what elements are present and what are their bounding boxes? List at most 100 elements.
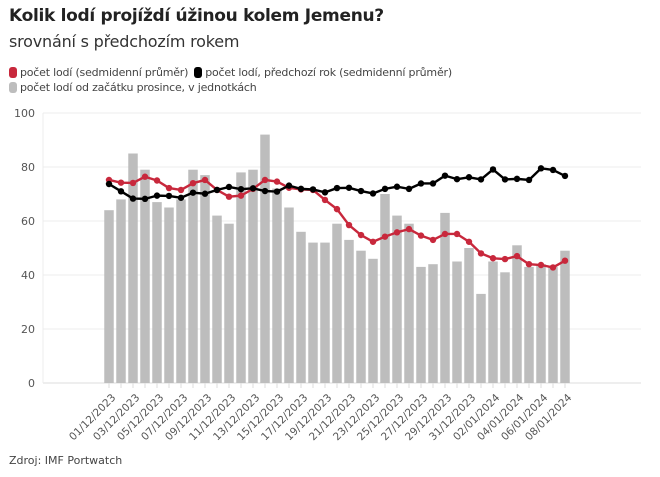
bar	[368, 258, 378, 383]
data-point	[477, 250, 485, 257]
data-point	[549, 264, 557, 271]
legend-item-current[interactable]: počet lodí (sedmidenní průměr)	[9, 66, 188, 79]
bar	[152, 202, 162, 383]
data-point	[525, 176, 533, 184]
data-point	[129, 179, 137, 187]
data-point	[261, 187, 269, 195]
data-point	[225, 183, 233, 191]
chart-title: Kolik lodí projíždí úžinou kolem Jemenu?	[9, 6, 384, 26]
data-point	[153, 177, 161, 184]
bar	[332, 223, 342, 383]
bar	[236, 172, 246, 383]
data-point	[513, 175, 521, 183]
bar	[116, 199, 126, 383]
data-point	[537, 261, 545, 269]
data-point	[357, 231, 365, 239]
data-point	[369, 190, 377, 197]
bar	[284, 207, 294, 383]
data-point	[201, 190, 209, 197]
data-point	[441, 230, 449, 238]
data-point	[489, 255, 497, 262]
y-tick-label: 100	[14, 107, 35, 120]
legend-label: počet lodí (sedmidenní průměr)	[20, 66, 189, 79]
line-series-group	[105, 173, 569, 271]
data-point	[561, 172, 569, 180]
y-tick-label: 0	[28, 377, 35, 390]
data-point	[201, 176, 209, 184]
data-point	[465, 238, 473, 245]
data-point	[297, 185, 305, 193]
legend-row-2: počet lodí od začátku prosince, v jednot…	[9, 81, 263, 94]
data-point	[381, 185, 389, 193]
data-point	[237, 192, 245, 199]
data-point	[513, 252, 521, 260]
x-axis: 01/12/202303/12/202305/12/202307/12/2023…	[67, 383, 575, 443]
bar	[344, 239, 354, 383]
data-point	[213, 186, 221, 194]
data-point	[477, 176, 485, 183]
data-point	[405, 185, 413, 193]
y-axis: 0 20 40 60 80 100	[14, 107, 44, 390]
source-note: Zdroj: IMF Portwatch	[9, 454, 123, 467]
bar	[188, 169, 198, 383]
data-point	[285, 182, 293, 189]
data-point	[261, 176, 269, 184]
bar	[224, 223, 234, 383]
bar	[488, 261, 498, 383]
data-point	[417, 232, 425, 239]
data-point	[501, 176, 509, 183]
data-point	[489, 166, 497, 173]
bar	[500, 272, 510, 383]
y-tick-label: 60	[21, 215, 35, 228]
data-point	[273, 178, 281, 185]
legend-item-bars[interactable]: počet lodí od začátku prosince, v jednot…	[9, 81, 257, 94]
data-point	[165, 192, 173, 200]
data-point	[153, 192, 161, 199]
data-point	[117, 179, 125, 186]
bar	[392, 215, 402, 383]
data-point	[537, 165, 545, 172]
bar	[212, 215, 222, 383]
bar	[548, 266, 558, 383]
data-point	[321, 196, 329, 204]
bar	[308, 242, 318, 383]
bar	[164, 207, 174, 383]
chart-subtitle: srovnání s předchozím rokem	[9, 32, 240, 51]
data-point	[369, 238, 377, 245]
data-point	[129, 195, 137, 202]
bar	[128, 153, 138, 383]
legend-swatch-red	[9, 67, 17, 78]
data-point	[345, 221, 353, 229]
data-point	[393, 229, 401, 236]
data-point	[309, 186, 317, 193]
data-point	[549, 166, 557, 174]
legend: počet lodí (sedmidenní průměr) počet lod…	[9, 66, 458, 79]
data-point	[333, 184, 341, 192]
data-point	[393, 183, 401, 190]
legend-item-previous-year[interactable]: počet lodí, předchozí rok (sedmidenní pr…	[194, 66, 452, 79]
data-point	[105, 180, 113, 188]
data-point	[333, 205, 341, 213]
series-line	[108, 167, 566, 201]
data-point	[189, 189, 197, 196]
bar	[356, 250, 366, 383]
data-point	[189, 180, 197, 187]
data-point	[117, 188, 125, 195]
legend-swatch-black	[194, 67, 203, 78]
bar	[380, 194, 390, 383]
bar	[452, 261, 462, 383]
bar	[536, 264, 546, 383]
bar	[140, 169, 150, 383]
data-point	[357, 187, 365, 195]
data-point	[453, 175, 461, 183]
data-point	[321, 189, 329, 196]
line-series	[105, 165, 569, 271]
data-point	[525, 261, 533, 268]
y-tick-label: 40	[21, 269, 35, 282]
line-series-group	[105, 165, 569, 203]
y-tick-label: 20	[21, 323, 35, 336]
bar	[176, 199, 186, 383]
data-point	[177, 194, 185, 201]
data-point	[441, 172, 449, 179]
